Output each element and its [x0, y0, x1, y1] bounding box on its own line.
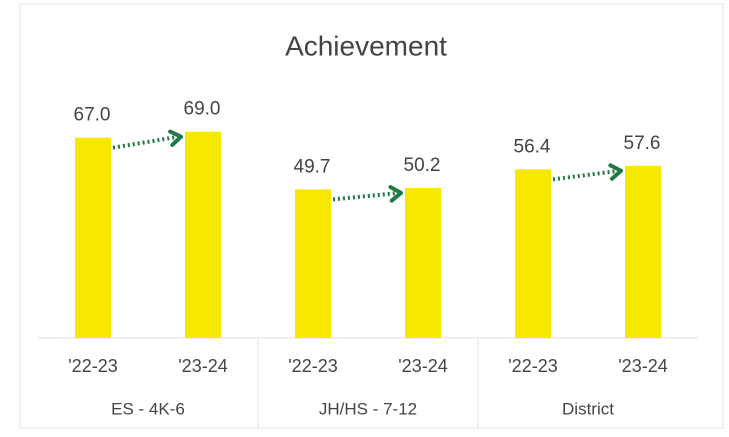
x-tick-label: '23-24 [398, 356, 447, 376]
trend-arrow [112, 134, 180, 150]
value-label: 50.2 [404, 155, 441, 176]
value-label: 49.7 [294, 156, 331, 177]
bar [405, 187, 441, 338]
group-label: JH/HS - 7-12 [319, 399, 417, 418]
x-tick-label: '22-23 [508, 356, 557, 376]
trend-arrow [552, 168, 620, 182]
value-label: 57.6 [624, 133, 661, 154]
chart-title: Achievement [285, 30, 447, 61]
arrow-head [168, 129, 183, 147]
bar [625, 165, 661, 338]
arrow-head [608, 163, 623, 181]
value-label: 67.0 [74, 105, 111, 126]
group-label: District [562, 399, 614, 418]
bar [185, 131, 221, 338]
bar [75, 137, 111, 338]
x-tick-label: '23-24 [618, 356, 667, 376]
trend-arrow [332, 190, 400, 202]
arrow-head [388, 185, 403, 203]
value-label: 69.0 [184, 99, 221, 120]
value-label: 56.4 [514, 136, 551, 157]
x-tick-label: '22-23 [68, 356, 117, 376]
bar [295, 189, 331, 338]
group-label: ES - 4K-6 [111, 399, 185, 418]
x-tick-label: '22-23 [288, 356, 337, 376]
chart-frame [19, 3, 724, 429]
bar [515, 169, 551, 338]
x-tick-label: '23-24 [178, 356, 227, 376]
